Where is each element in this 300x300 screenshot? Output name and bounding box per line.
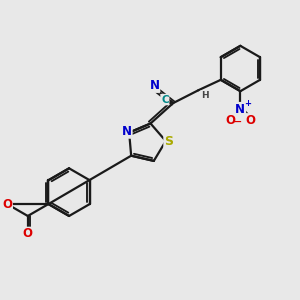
Text: S: S — [164, 134, 173, 148]
Text: C: C — [161, 94, 169, 105]
Text: −: − — [233, 117, 242, 127]
Text: O: O — [245, 114, 256, 127]
Text: N: N — [236, 103, 245, 116]
Text: H: H — [201, 91, 208, 100]
Text: O: O — [225, 114, 235, 127]
Text: O: O — [2, 198, 12, 211]
Text: +: + — [244, 99, 251, 108]
Text: N: N — [149, 79, 160, 92]
Text: N: N — [122, 125, 132, 138]
Text: O: O — [23, 227, 33, 241]
